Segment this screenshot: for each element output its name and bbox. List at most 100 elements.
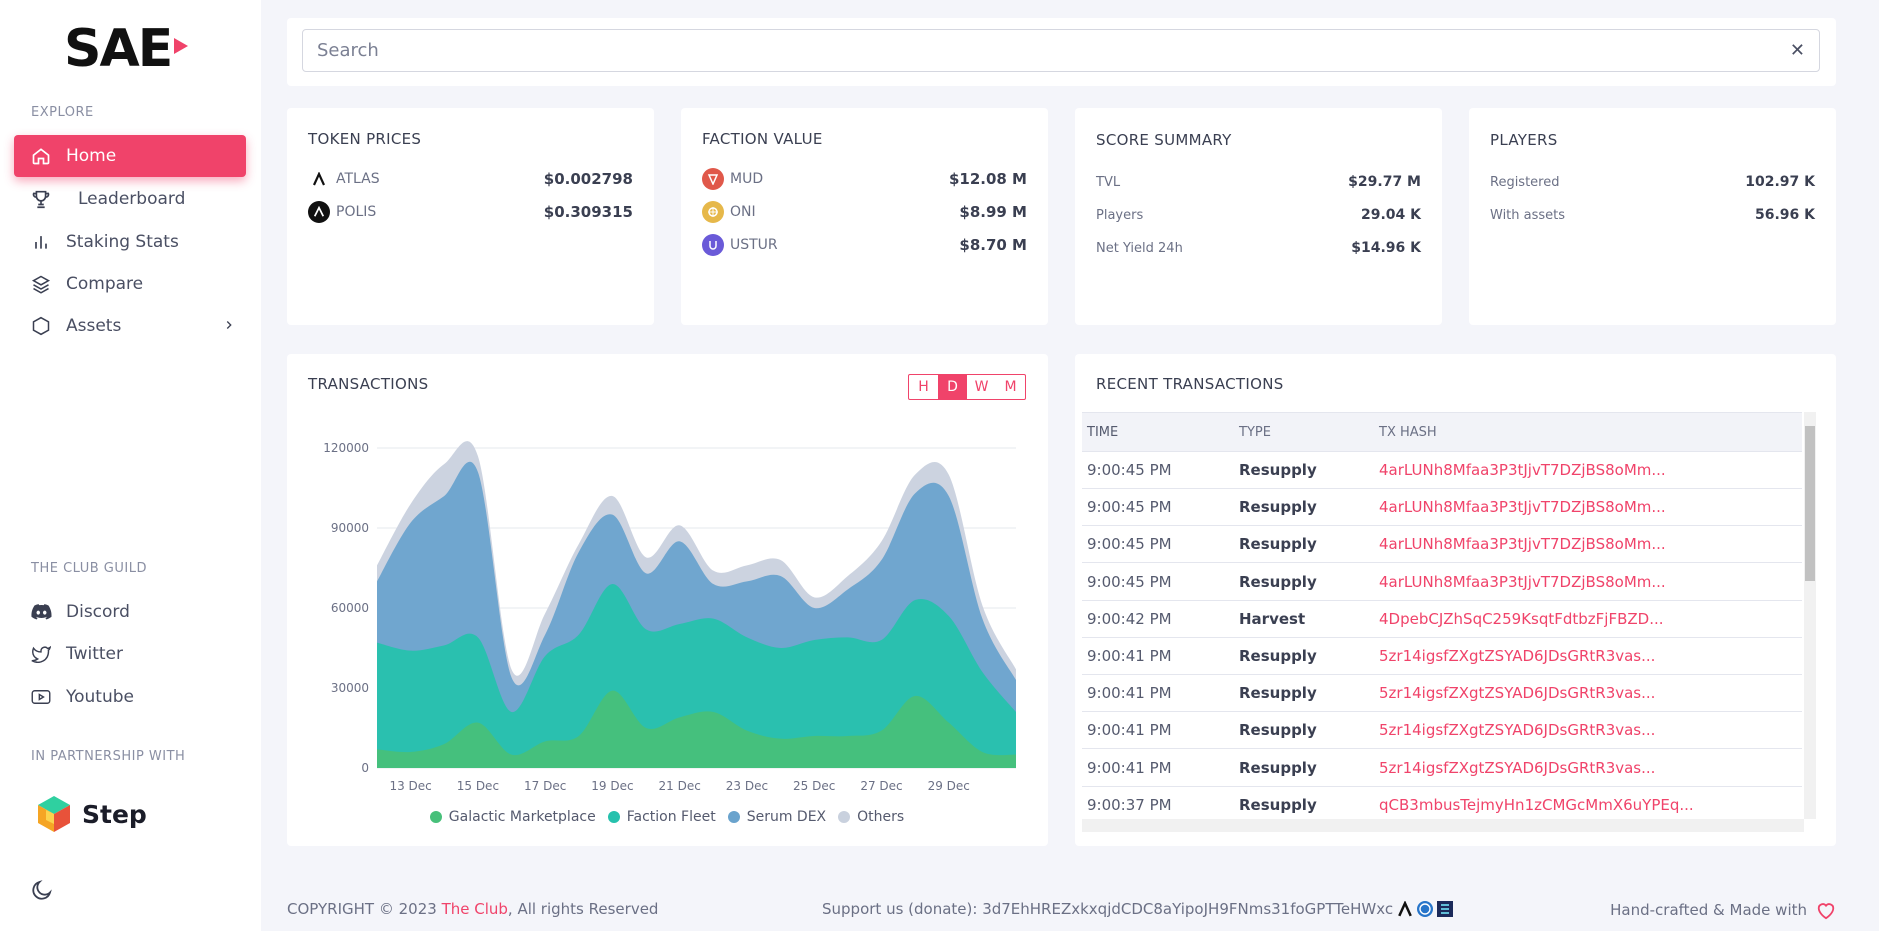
table-row[interactable]: 9:00:45 PM Resupply 4arLUNh8Mfaa3P3tJjvT7D… <box>1082 489 1802 527</box>
legend-dot <box>727 811 740 823</box>
x-tick-label: 27 Dec <box>860 779 902 793</box>
transactions-table[interactable]: TIME TYPE TX HASH 9:00:45 PM Resupply 4arL… <box>1082 412 1816 834</box>
copyright-prefix: COPYRIGHT © 2023 <box>287 900 442 918</box>
table-row[interactable]: 9:00:45 PM Resupply 4arLUNh8Mfaa3P3tJjvT7D… <box>1082 564 1802 601</box>
area-series-galactic-marketplace <box>377 690 1016 768</box>
nav-staking-stats[interactable]: Staking Stats <box>14 221 246 263</box>
solana-footer-icon[interactable] <box>1437 901 1454 917</box>
legend-dot <box>838 811 851 823</box>
search-input[interactable] <box>317 40 1790 61</box>
nav-leaderboard[interactable]: Leaderboard <box>14 178 246 220</box>
recent-transactions-card: RECENT TRANSACTIONS TIME TYPE TX HASH 9:… <box>1075 354 1836 846</box>
usdc-footer-icon[interactable] <box>1416 900 1434 918</box>
range-w-button[interactable]: W <box>974 379 989 395</box>
horizontal-scrollbar[interactable] <box>1082 819 1804 832</box>
table-row[interactable]: 9:00:45 PM Resupply 4arLUNh8Mfaa3P3tJjvT7D… <box>1082 526 1802 564</box>
net-yield-label: Net Yield 24h <box>1096 240 1183 256</box>
transactions-card: TRANSACTIONS H D W M 0 30000 60000 90000 120… <box>287 354 1048 846</box>
row-time: 9:00:45 PM <box>1087 535 1172 554</box>
players-value: 29.04 K <box>1360 207 1421 223</box>
scrollbar-thumb[interactable] <box>1805 426 1815 581</box>
nav-compare-label: Compare <box>66 274 144 294</box>
step-label: Step <box>82 799 147 829</box>
legend-item[interactable]: Faction Fleet <box>607 809 716 825</box>
row-type: Resupply <box>1239 461 1317 479</box>
row-type: Harvest <box>1239 609 1306 628</box>
legend-dot <box>429 811 442 823</box>
sae-logo[interactable]: SAE <box>64 22 188 74</box>
row-type: Resupply <box>1239 795 1317 814</box>
youtube-icon <box>30 686 52 708</box>
table-row[interactable]: 9:00:41 PM Resupply 5zr14igsfZXgtZSYAD6JDs… <box>1082 675 1802 713</box>
faction-row-mud: MUD $12.08 M <box>702 168 1027 190</box>
table-row[interactable]: 9:00:41 PM Resupply 5zr14igsfZXgtZSYAD6JDs… <box>1082 712 1802 750</box>
atlas-footer-icon[interactable] <box>1397 901 1413 917</box>
row-tx-hash-link[interactable]: qCB3mbusTejmyHn1zCMGcMmX6uYPEq... <box>1379 795 1694 814</box>
legend-label: Faction Fleet <box>626 809 716 825</box>
col-type: TYPE <box>1239 424 1271 440</box>
nav-assets-label: Assets <box>66 316 122 336</box>
nav-assets[interactable]: Assets <box>14 305 246 347</box>
donate-text[interactable]: Support us (donate): 3d7EhHREZxkxqjdCDC8… <box>822 900 1394 918</box>
table-header: TIME TYPE TX HASH <box>1082 412 1802 452</box>
table-row[interactable]: 9:00:42 PM Harvest 4DpebCJZhSqC259KsqtFdtb… <box>1082 601 1802 638</box>
step-logo-icon <box>38 796 70 832</box>
logo-text: SAE <box>64 22 171 74</box>
row-tx-hash-link[interactable]: 4arLUNh8Mfaa3P3tJjvT7DZjBS8oMm... <box>1379 498 1666 517</box>
youtube-label: Youtube <box>66 687 134 707</box>
atlas-price: $0.002798 <box>543 170 633 188</box>
y-tick-label: 120000 <box>323 441 369 455</box>
legend-item[interactable]: Others <box>838 809 904 825</box>
row-tx-hash-link[interactable]: 5zr14igsfZXgtZSYAD6JDsGRtR3vas... <box>1379 684 1656 703</box>
players-title: PLAYERS <box>1490 131 1558 149</box>
col-time: TIME <box>1087 424 1119 440</box>
vertical-scrollbar[interactable] <box>1804 412 1816 819</box>
table-row[interactable]: 9:00:41 PM Resupply 5zr14igsfZXgtZSYAD6JDs… <box>1082 638 1802 675</box>
link-discord[interactable]: Discord <box>14 591 246 633</box>
footer-made-with: Hand-crafted & Made with <box>1610 900 1837 920</box>
token-prices-card: TOKEN PRICES ATLAS $0.002798 POLIS $0.30… <box>287 108 654 325</box>
link-twitter[interactable]: Twitter <box>14 633 246 675</box>
nav-staking-label: Staking Stats <box>66 232 179 252</box>
row-tx-hash-link[interactable]: 4arLUNh8Mfaa3P3tJjvT7DZjBS8oMm... <box>1379 535 1666 554</box>
clear-search-icon[interactable]: ✕ <box>1789 40 1805 61</box>
mud-icon <box>702 168 724 190</box>
row-tx-hash-link[interactable]: 4arLUNh8Mfaa3P3tJjvT7DZjBS8oMm... <box>1379 572 1666 591</box>
row-time: 9:00:41 PM <box>1087 684 1172 703</box>
row-tx-hash-link[interactable]: 4DpebCJZhSqC259KsqtFdtbzFjFBZD... <box>1379 609 1664 628</box>
range-h-button[interactable]: H <box>918 379 929 395</box>
polis-price: $0.309315 <box>543 203 633 221</box>
transactions-title: TRANSACTIONS <box>308 375 429 393</box>
the-club-link[interactable]: The Club <box>441 900 508 918</box>
range-d-button[interactable]: D <box>938 375 967 399</box>
token-row-atlas: ATLAS $0.002798 <box>308 168 633 190</box>
x-tick-label: 19 Dec <box>591 779 633 793</box>
nav-compare[interactable]: Compare <box>14 263 246 305</box>
discord-icon <box>30 601 52 623</box>
range-m-button[interactable]: M <box>1004 379 1017 395</box>
registered-value: 102.97 K <box>1745 174 1815 190</box>
row-tx-hash-link[interactable]: 5zr14igsfZXgtZSYAD6JDsGRtR3vas... <box>1379 758 1656 777</box>
players-label: Players <box>1096 207 1144 223</box>
legend-item[interactable]: Serum DEX <box>727 809 827 825</box>
link-youtube[interactable]: Youtube <box>14 676 246 718</box>
made-with-text: Hand-crafted & Made with <box>1610 901 1807 919</box>
y-tick-label: 0 <box>361 761 369 775</box>
search-card: ✕ <box>287 18 1836 86</box>
registered-label: Registered <box>1490 174 1560 190</box>
row-tx-hash-link[interactable]: 5zr14igsfZXgtZSYAD6JDsGRtR3vas... <box>1379 721 1656 740</box>
row-tx-hash-link[interactable]: 4arLUNh8Mfaa3P3tJjvT7DZjBS8oMm... <box>1379 461 1666 479</box>
legend-item[interactable]: Galactic Marketplace <box>429 809 596 825</box>
row-time: 9:00:45 PM <box>1087 572 1172 591</box>
theme-toggle-moon-icon[interactable] <box>30 878 54 906</box>
step-partner-link[interactable]: Step <box>36 794 147 834</box>
row-tx-hash-link[interactable]: 5zr14igsfZXgtZSYAD6JDsGRtR3vas... <box>1379 647 1656 665</box>
table-row[interactable]: 9:00:41 PM Resupply 5zr14igsfZXgtZSYAD6JDs… <box>1082 750 1802 787</box>
row-time: 9:00:45 PM <box>1087 461 1172 479</box>
table-row[interactable]: 9:00:45 PM Resupply 4arLUNh8Mfaa3P3tJjvT7D… <box>1082 452 1802 489</box>
twitter-label: Twitter <box>66 644 123 664</box>
players-card: PLAYERS Registered 102.97 K With assets … <box>1469 108 1836 325</box>
legend-label: Serum DEX <box>746 809 827 825</box>
copyright-suffix: , All rights Reserved <box>507 900 659 918</box>
nav-home[interactable]: Home <box>14 135 246 177</box>
